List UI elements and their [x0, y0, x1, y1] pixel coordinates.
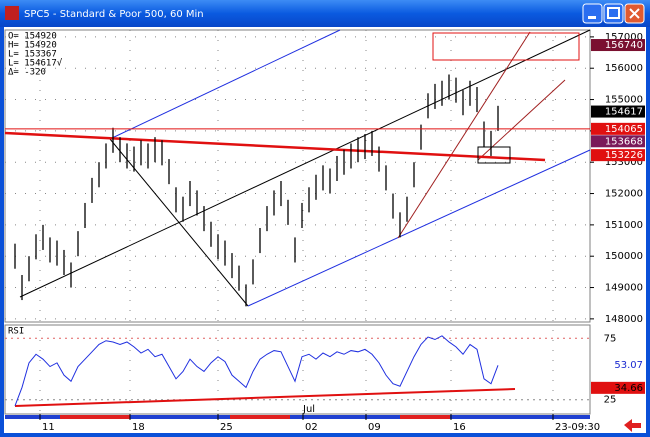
- maximize-button[interactable]: [603, 3, 624, 24]
- app-icon: [5, 6, 19, 20]
- time-strip: [400, 415, 450, 419]
- x-tick-label: 23-09:30: [555, 422, 600, 433]
- rsi-tag: [591, 381, 645, 394]
- price-tag-label: 154065: [605, 124, 643, 135]
- rsi-label: RSI: [8, 327, 24, 337]
- x-tick-label: 11: [42, 422, 55, 433]
- y-tick-label: 151000: [605, 220, 643, 231]
- y-tick-label: 156000: [605, 63, 643, 74]
- y-tick-label: 148000: [605, 314, 643, 325]
- price-tag: [591, 39, 645, 52]
- annotation-box: [477, 146, 511, 164]
- trendline: [109, 138, 249, 307]
- y-tick-label: 153000: [605, 157, 643, 168]
- rsi-line: [14, 335, 499, 407]
- info-line: L= 153367: [8, 50, 57, 60]
- rsi-tag-label: 53.07: [614, 360, 643, 371]
- x-tick-label: 25: [220, 422, 233, 433]
- price-tag-label: 154617: [605, 107, 643, 118]
- y-tick-label: 155000: [605, 95, 643, 106]
- time-strip: [230, 415, 290, 419]
- y-tick-label: 150000: [605, 251, 643, 262]
- month-label: Jul: [302, 404, 315, 415]
- price-tag-label: 153668: [605, 136, 643, 147]
- price-tag-label: 153226: [605, 150, 643, 161]
- trendline: [109, 29, 341, 140]
- window-title: SPC5 - Standard & Poor 500, 60 Min: [24, 9, 204, 20]
- maximize-icon: [607, 7, 620, 19]
- trendline: [19, 29, 591, 298]
- y-tick-label: 149000: [605, 283, 643, 294]
- x-tick-label: 16: [453, 422, 466, 433]
- rsi-tick-label: 25: [604, 395, 617, 406]
- trendline: [4, 131, 546, 162]
- grid: [5, 30, 590, 412]
- time-strip: [60, 415, 130, 419]
- price-tag: [591, 122, 645, 135]
- rsi-panel: [4, 324, 591, 415]
- rsi-tag: [591, 359, 645, 372]
- info-line: Δ= -320: [8, 68, 46, 78]
- trendline: [247, 149, 591, 307]
- rsi-trendline: [14, 388, 516, 407]
- price-panel: [4, 29, 591, 323]
- time-strip: [5, 415, 590, 419]
- rsi-tag-label: 34.66: [614, 383, 643, 394]
- price-tag: [591, 105, 645, 118]
- y-tick-label: 157000: [605, 32, 643, 43]
- price-tag: [591, 135, 645, 148]
- info-line: L= 154617√: [8, 58, 63, 69]
- y-tick-label: 152000: [605, 189, 643, 200]
- minimize-icon: [588, 16, 596, 19]
- chart-body: [4, 27, 646, 433]
- title-bar: [0, 0, 650, 27]
- marks: [5, 74, 590, 407]
- info-line: O= 154920: [8, 32, 57, 42]
- x-tick-label: 18: [132, 422, 145, 433]
- x-tick-label: 02: [305, 422, 318, 433]
- scroll-arrow[interactable]: [624, 419, 641, 432]
- annotation-box: [432, 32, 580, 61]
- info-line: H= 154920: [8, 41, 57, 51]
- minimize-button[interactable]: [582, 3, 603, 24]
- close-icon: [629, 8, 640, 19]
- x-tick-label: 09: [368, 422, 381, 433]
- price-tag-label: 156740: [605, 40, 643, 51]
- trendline: [397, 31, 531, 239]
- rsi-tick-label: 75: [604, 333, 617, 344]
- price-tag: [591, 149, 645, 162]
